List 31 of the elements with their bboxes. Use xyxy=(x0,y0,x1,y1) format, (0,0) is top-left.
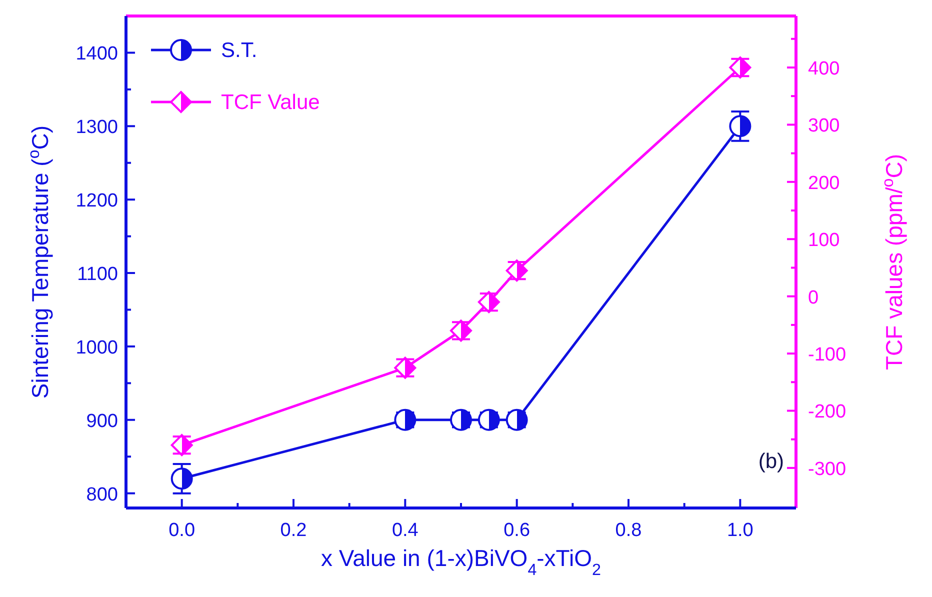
y-tick-label: 1200 xyxy=(76,190,118,212)
x-tick-label: 0.0 xyxy=(168,520,196,541)
point xyxy=(394,408,416,431)
y2-tick-label: -300 xyxy=(808,458,846,480)
y2-tick-label: 400 xyxy=(808,58,840,80)
y-tick-label: 800 xyxy=(86,484,118,506)
x-tick-label: 1.0 xyxy=(726,520,754,541)
y-tick-label: 1000 xyxy=(76,337,118,358)
y2-tick-label: 200 xyxy=(808,172,840,194)
y-tick-label: 1100 xyxy=(77,264,118,286)
y2-tick-label: 100 xyxy=(808,230,840,252)
legend-label: S.T. xyxy=(221,39,258,62)
x-tick-label: 0.8 xyxy=(615,520,642,541)
point xyxy=(729,115,752,138)
x-tick-label: 0.2 xyxy=(280,520,307,541)
x-tick-label: 0.6 xyxy=(504,520,530,541)
x-tick-label: 0.4 xyxy=(392,520,419,541)
y-tick-label: 900 xyxy=(86,410,118,432)
y2-tick-label: 0 xyxy=(808,287,819,308)
x-axis-title: x Value in (1-x)BiVO$_{4}$-xTiO$_{2}$ xyxy=(321,545,601,579)
point xyxy=(170,468,193,490)
point xyxy=(506,408,528,431)
y-tick-label: 1300 xyxy=(76,117,118,138)
y2-tick-label: -200 xyxy=(808,402,846,423)
annotation: (b) xyxy=(758,450,784,473)
point xyxy=(478,408,500,431)
point xyxy=(450,408,472,431)
legend-label: TCF Value xyxy=(221,91,320,114)
y-tick-label: 1400 xyxy=(76,44,118,65)
y2-tick-label: -100 xyxy=(808,344,846,366)
y2-tick-label: 300 xyxy=(808,116,840,137)
